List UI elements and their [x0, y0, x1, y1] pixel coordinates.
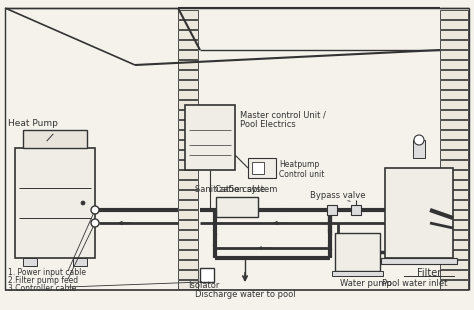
Bar [440, 200, 468, 209]
Circle shape [81, 201, 85, 205]
Bar [335, 233, 380, 271]
Bar [252, 162, 264, 174]
Bar [440, 90, 468, 99]
Text: Filter: Filter [417, 268, 441, 278]
Text: Discharge water to pool: Discharge water to pool [195, 290, 295, 299]
Bar [440, 110, 468, 119]
Bar [440, 100, 468, 109]
Bar [178, 140, 198, 149]
Text: 3.Controller cable: 3.Controller cable [8, 284, 76, 293]
Bar [440, 20, 468, 29]
Bar [440, 30, 468, 39]
Bar [23, 130, 87, 148]
Bar [178, 270, 198, 279]
Text: Bypass valve: Bypass valve [310, 191, 365, 200]
Bar [440, 230, 468, 239]
Bar [178, 90, 198, 99]
Circle shape [91, 206, 99, 214]
Bar [178, 160, 198, 169]
Bar [440, 170, 468, 179]
Bar [15, 148, 95, 258]
Bar [73, 258, 87, 266]
Text: Master control Unit /
Pool Electrics: Master control Unit / Pool Electrics [240, 110, 326, 129]
Bar [381, 258, 457, 264]
Circle shape [414, 135, 424, 145]
Bar [178, 20, 198, 29]
Bar [178, 100, 198, 109]
Bar [440, 80, 468, 89]
Bar [332, 271, 383, 276]
Text: Heatpump
Control unit: Heatpump Control unit [279, 160, 324, 179]
Bar [178, 170, 198, 179]
Bar [178, 70, 198, 79]
Bar [351, 205, 361, 215]
Bar [440, 50, 468, 59]
Bar [178, 150, 198, 159]
Text: 1. Power input cable: 1. Power input cable [8, 268, 86, 277]
Bar [178, 80, 198, 89]
Bar [200, 268, 214, 282]
Text: Water pump: Water pump [340, 279, 392, 288]
Text: 2.Filter pump feed: 2.Filter pump feed [8, 276, 78, 285]
Bar [440, 120, 468, 129]
Text: Sanitization system: Sanitization system [195, 185, 277, 194]
Bar [440, 140, 468, 149]
Bar [178, 190, 198, 199]
Bar [440, 260, 468, 269]
Bar [178, 40, 198, 49]
Bar [440, 220, 468, 229]
Bar [178, 250, 198, 259]
Bar [178, 120, 198, 129]
Bar [440, 210, 468, 219]
Text: Isolator: Isolator [188, 281, 219, 290]
Bar [440, 70, 468, 79]
Text: Cat5e cable: Cat5e cable [215, 185, 265, 194]
Bar [178, 220, 198, 229]
Text: Pool water inlet: Pool water inlet [382, 279, 447, 288]
Bar [440, 240, 468, 249]
Bar [23, 258, 37, 266]
Bar [440, 160, 468, 169]
Bar [178, 60, 198, 69]
Bar [216, 197, 258, 217]
Bar [440, 180, 468, 189]
Bar [185, 105, 235, 170]
Bar [440, 150, 468, 159]
Bar [178, 260, 198, 269]
Bar [178, 10, 198, 19]
Bar [178, 210, 198, 219]
Bar [440, 250, 468, 259]
Bar [178, 30, 198, 39]
Circle shape [91, 219, 99, 227]
Bar [440, 270, 468, 279]
Bar [440, 60, 468, 69]
Bar [178, 240, 198, 249]
Bar [327, 205, 337, 215]
Text: Heat Pump: Heat Pump [8, 119, 58, 128]
Bar [178, 230, 198, 239]
Bar [440, 40, 468, 49]
Bar [178, 50, 198, 59]
Bar [178, 130, 198, 139]
Bar [178, 280, 198, 289]
Bar [178, 180, 198, 189]
Bar [440, 280, 468, 289]
Bar [178, 200, 198, 209]
Bar [440, 10, 468, 19]
Bar [178, 110, 198, 119]
Bar [248, 158, 276, 178]
Bar [440, 130, 468, 139]
Bar [413, 140, 425, 158]
Bar [440, 190, 468, 199]
Bar [385, 168, 453, 258]
